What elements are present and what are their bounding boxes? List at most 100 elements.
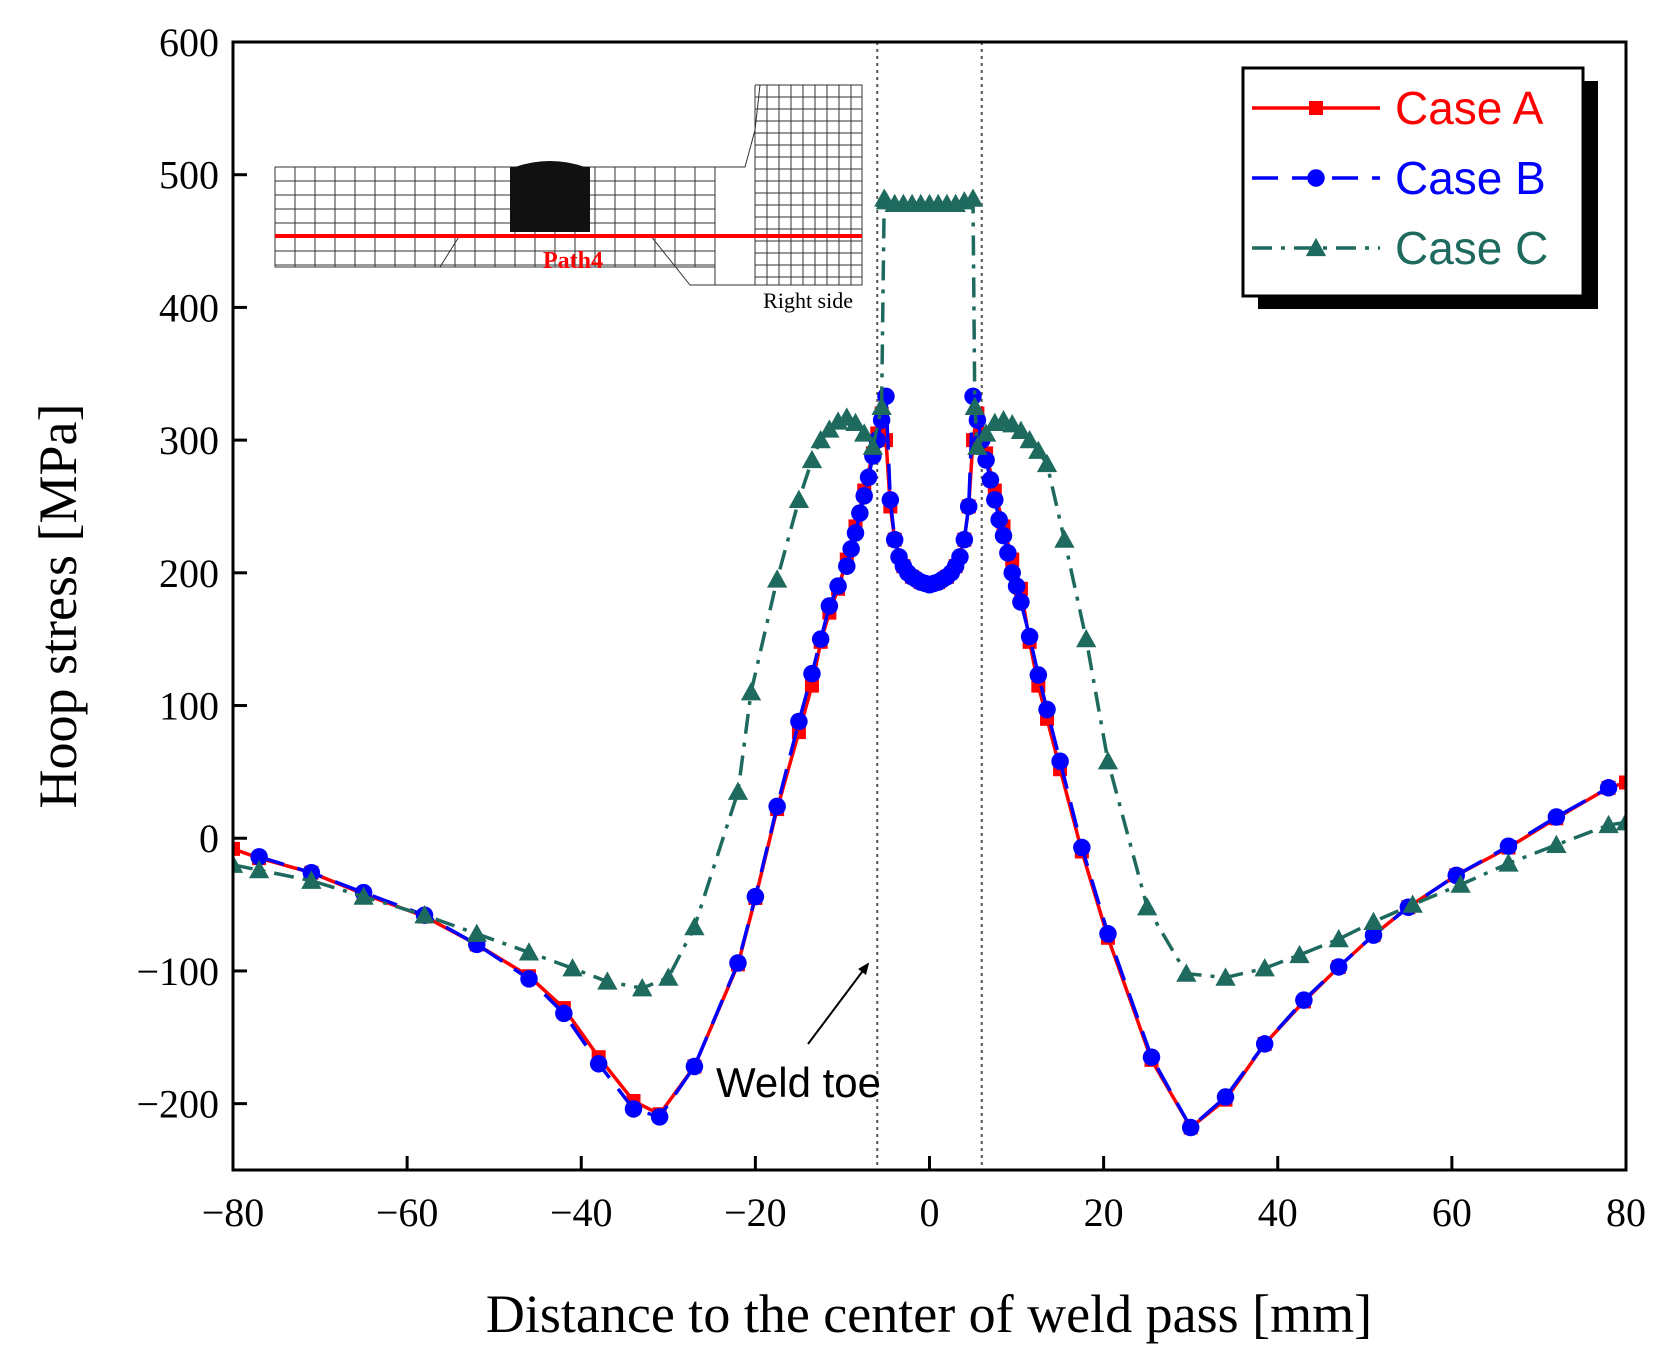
y-tick-label: 0	[199, 816, 219, 861]
x-axis-title: Distance to the center of weld pass [mm]	[486, 1284, 1372, 1344]
data-point	[597, 971, 618, 990]
x-axis: −80 −60 −40 −20 0 20 40 60 80	[202, 1156, 1646, 1235]
data-point	[1051, 752, 1069, 771]
data-point	[994, 526, 1013, 545]
mesh-taper-right	[649, 234, 862, 286]
data-point	[233, 854, 244, 873]
data-point	[1598, 814, 1619, 834]
data-point	[871, 396, 892, 416]
data-point	[842, 540, 860, 558]
data-point	[1003, 564, 1021, 582]
data-point	[1289, 944, 1310, 964]
data-point	[1010, 420, 1032, 439]
y-tick-label: 600	[159, 20, 219, 65]
mesh-weld-cap	[515, 161, 585, 167]
data-point	[1216, 1088, 1235, 1106]
x-tick-label: 60	[1432, 1190, 1472, 1235]
data-point	[1328, 928, 1349, 948]
data-point	[885, 530, 904, 549]
data-point	[810, 429, 831, 449]
y-tick-label: 400	[159, 285, 219, 330]
data-point	[1619, 775, 1626, 790]
data-point	[975, 423, 997, 442]
data-point	[1054, 529, 1075, 548]
data-point	[650, 1108, 669, 1126]
data-point	[1036, 453, 1058, 473]
data-point	[862, 436, 884, 455]
data-point	[1255, 1035, 1274, 1053]
x-tick-label: −20	[724, 1190, 787, 1235]
data-point	[977, 451, 995, 469]
series-case-b	[250, 387, 1618, 1137]
data-point	[740, 682, 762, 701]
data-point	[685, 1057, 704, 1076]
data-point	[520, 970, 538, 988]
data-point	[1176, 963, 1197, 982]
data-point	[624, 1100, 643, 1118]
y-tick-label: −200	[136, 1082, 219, 1127]
data-point	[955, 530, 974, 549]
data-point	[1615, 812, 1626, 831]
x-tick-label: −80	[202, 1190, 265, 1235]
data-point	[829, 577, 847, 595]
weld-toe-label: Weld toe	[716, 1059, 881, 1106]
mesh-taper-left	[275, 234, 461, 268]
x-tick-label: −40	[550, 1190, 613, 1235]
data-point	[562, 958, 583, 977]
data-point	[964, 387, 982, 406]
data-point	[1181, 1118, 1200, 1137]
data-point	[1499, 837, 1518, 855]
data-point	[1363, 911, 1384, 930]
series-case-c	[233, 188, 1626, 997]
data-point	[466, 923, 487, 942]
data-point	[1599, 779, 1618, 797]
data-point	[1305, 237, 1327, 257]
data-point	[964, 396, 985, 416]
x-tick-label: 80	[1606, 1190, 1646, 1235]
data-point	[1498, 853, 1519, 872]
y-tick-label: 200	[159, 551, 219, 596]
y-tick-label: −100	[136, 949, 219, 994]
data-point	[1038, 700, 1056, 719]
mesh-flange	[714, 84, 863, 286]
y-tick-label: 100	[159, 684, 219, 729]
data-point	[788, 489, 810, 508]
y-axis-title: Hoop stress [MPa]	[28, 404, 88, 809]
x-tick-label: 40	[1258, 1190, 1298, 1235]
data-point	[859, 468, 878, 487]
data-point	[820, 597, 839, 615]
data-point	[804, 678, 819, 693]
y-tick-label: 300	[159, 418, 219, 463]
data-point	[855, 487, 873, 505]
data-point	[1020, 627, 1039, 646]
data-point	[962, 188, 984, 207]
data-point	[727, 781, 749, 800]
weld-toe-reference-lines	[876, 42, 983, 1170]
data-point	[1012, 593, 1030, 611]
x-tick-label: −60	[376, 1190, 439, 1235]
x-tick-label: 20	[1084, 1190, 1124, 1235]
data-point	[555, 1004, 573, 1023]
data-point	[999, 544, 1017, 562]
legend-label: Case B	[1395, 152, 1546, 204]
data-point	[838, 557, 856, 575]
data-point	[1295, 991, 1313, 1009]
data-point	[846, 524, 865, 542]
data-point	[1329, 958, 1348, 976]
data-point	[746, 887, 765, 906]
data-point	[414, 905, 435, 924]
path4-label: Path4	[543, 248, 603, 274]
data-point	[990, 510, 1008, 529]
series-layer	[233, 188, 1626, 1137]
data-point	[959, 497, 978, 516]
data-point	[1028, 440, 1049, 459]
series-line	[233, 413, 1626, 1131]
weld-toe-arrow	[807, 962, 870, 1045]
y-axis: −200 −100 0 100 200 300 400 500 600	[136, 20, 247, 1127]
data-point	[854, 423, 875, 442]
data-point	[967, 436, 988, 455]
data-point	[981, 471, 1000, 489]
data-point	[1029, 666, 1048, 684]
data-point	[353, 886, 374, 905]
